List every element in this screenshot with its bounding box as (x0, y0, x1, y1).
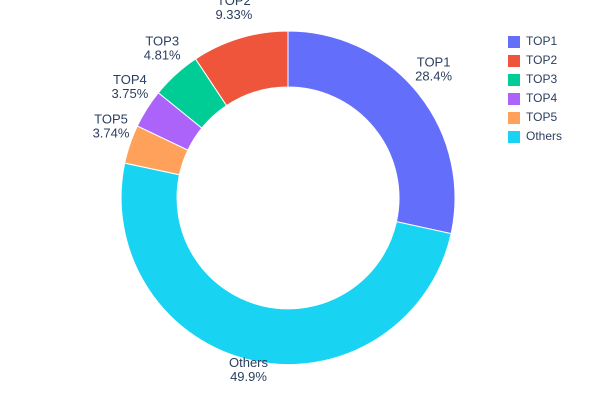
legend-swatch-top5 (508, 111, 520, 124)
legend-swatch-top4 (508, 92, 520, 105)
slice-label-others: Others 49.9% (229, 355, 269, 384)
legend-label-top5: TOP5 (526, 110, 558, 124)
legend-label-top2: TOP2 (526, 53, 558, 67)
legend-swatch-top2 (508, 54, 520, 67)
pie-slice-top2[interactable] (194, 30, 289, 107)
legend-item-top1[interactable]: TOP1 (508, 32, 562, 51)
legend-label-top3: TOP3 (526, 72, 558, 86)
legend-item-top3[interactable]: TOP3 (508, 70, 562, 89)
legend-label-others: Others (526, 129, 563, 143)
slice-label-top2: TOP2 9.33% (215, 0, 252, 22)
legend-swatch-top1 (508, 35, 520, 48)
slice-label-top5: TOP5 3.74% (93, 112, 130, 141)
pie-slice-top1[interactable] (287, 30, 456, 235)
slice-label-top3: TOP3 4.81% (144, 34, 181, 63)
legend-item-top4[interactable]: TOP4 (508, 89, 562, 108)
legend-label-top4: TOP4 (526, 91, 558, 105)
legend: TOP1 TOP2 TOP3 TOP4 TOP5 Others (508, 32, 562, 146)
legend-swatch-others (508, 130, 520, 143)
legend-label-top1: TOP1 (526, 34, 558, 48)
legend-item-top2[interactable]: TOP2 (508, 51, 562, 70)
legend-item-others[interactable]: Others (508, 127, 562, 146)
legend-swatch-top3 (508, 73, 520, 86)
slice-label-top1: TOP1 28.4% (415, 55, 452, 84)
legend-item-top5[interactable]: TOP5 (508, 108, 562, 127)
pie-slice-others[interactable] (120, 162, 452, 366)
slice-label-top4: TOP4 3.75% (111, 72, 148, 101)
